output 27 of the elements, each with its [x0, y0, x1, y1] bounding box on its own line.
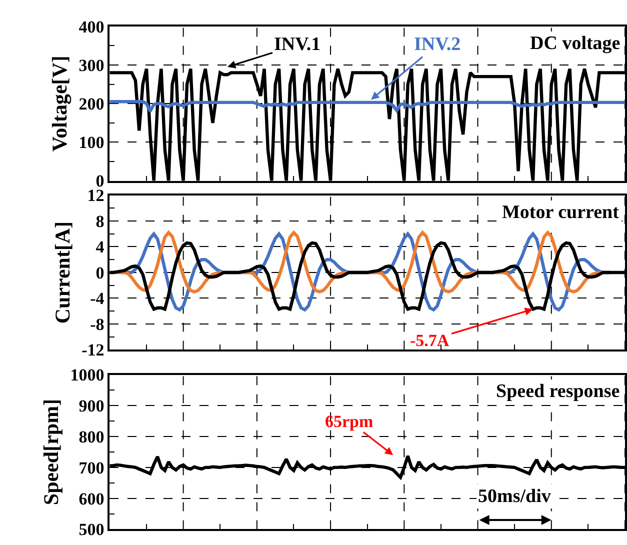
- y-tick-label: -12: [82, 340, 104, 360]
- annotation: 65rpm: [325, 412, 374, 431]
- y-tick-label: 200: [78, 94, 104, 114]
- y-axis-title: Voltage[V]: [47, 56, 72, 152]
- y-tick-label: 100: [78, 133, 104, 152]
- y-tick-label: 4: [96, 238, 105, 257]
- y-axis-title: Current[A]: [50, 221, 74, 324]
- annotation: INV.2: [414, 34, 461, 55]
- y-tick-label: 900: [78, 396, 104, 416]
- y-tick-label: 8: [96, 212, 104, 231]
- annotation: 50ms/div: [478, 486, 552, 507]
- annotation: Speed response: [496, 381, 620, 402]
- y-tick-label: -4: [90, 289, 105, 308]
- y-tick-label: 400: [78, 17, 104, 36]
- y-axis-title: Speed[rpm]: [38, 398, 63, 506]
- y-tick-label: 0: [96, 263, 104, 282]
- annotation: Motor current: [502, 202, 620, 223]
- y-tick-label: -8: [90, 314, 104, 334]
- y-tick-label: 1000: [70, 366, 104, 385]
- y-tick-label: 800: [78, 428, 104, 447]
- annotation: -5.7A: [410, 331, 450, 350]
- annotation: INV.1: [274, 34, 321, 55]
- y-tick-label: 500: [78, 520, 104, 540]
- y-tick-label: 700: [78, 458, 104, 478]
- annotation: DC voltage: [530, 33, 620, 54]
- y-tick-label: 600: [78, 489, 104, 508]
- y-tick-label: 300: [78, 56, 104, 75]
